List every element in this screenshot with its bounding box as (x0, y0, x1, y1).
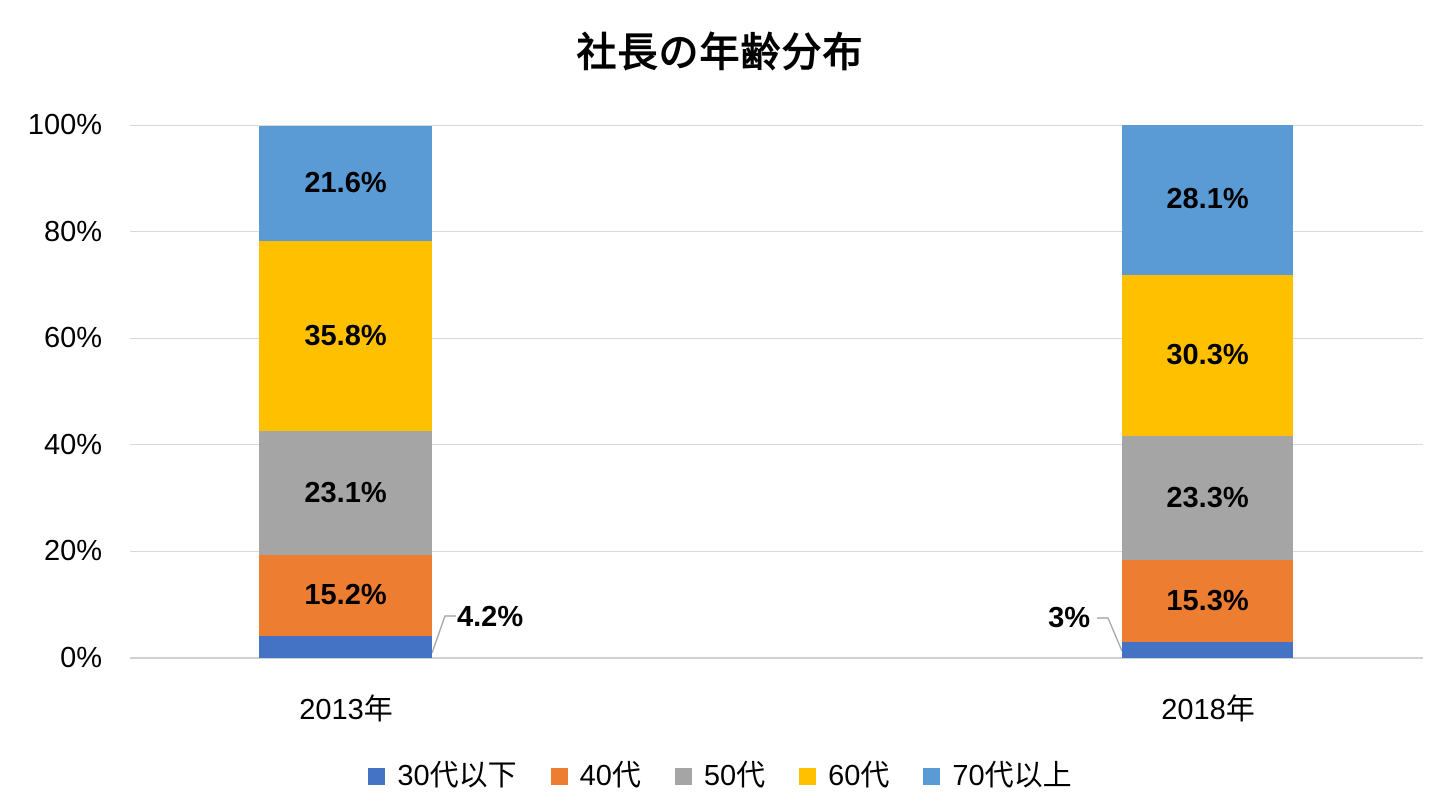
stacked-bar-2013年: 21.6% 35.8% 23.1% 15.2% (259, 125, 432, 658)
y-axis-tick-label: 40% (43, 428, 102, 461)
chart-title: 社長の年齢分布 (576, 31, 864, 75)
bar-segment-40代: 15.3% (1122, 560, 1293, 642)
data-label: 15.2% (304, 578, 387, 611)
gridline (130, 231, 1423, 233)
data-label-outside-2018: 3% (1048, 602, 1090, 634)
bar-segment-60代: 30.3% (1122, 274, 1293, 437)
bar-segment-40代: 15.2% (259, 554, 432, 636)
data-label: 35.8% (304, 319, 387, 352)
bar-segment-30代以下 (1122, 641, 1293, 658)
legend-label: 50代 (703, 760, 766, 792)
legend-swatch-icon (368, 767, 386, 785)
data-label: 21.6% (304, 166, 387, 199)
leader-line-2018 (1097, 617, 1123, 652)
legend-item-40代: 40代 (550, 760, 641, 792)
legend-label: 60代 (828, 760, 890, 792)
legend-swatch-icon (550, 767, 568, 785)
legend-swatch-icon (674, 767, 692, 785)
data-label: 30.3% (1166, 339, 1249, 371)
legend-label: 40代 (579, 760, 641, 792)
y-axis-tick-label: 20% (43, 535, 102, 568)
legend-label: 70代以上 (952, 760, 1072, 792)
gridline (130, 337, 1423, 339)
y-axis-tick-label: 100% (27, 109, 102, 141)
stacked-bar-2018年: 28.1% 30.3% 23.3% 15.3% (1122, 125, 1293, 658)
bar-segment-70代以上: 21.6% (259, 125, 432, 241)
bar-segment-50代: 23.3% (1122, 436, 1293, 561)
legend-item-50代: 50代 (674, 760, 766, 792)
leader-line-2013 (431, 615, 456, 654)
y-axis-tick-label: 60% (43, 322, 102, 355)
y-axis-tick-label: 0% (60, 642, 102, 674)
legend-label: 30代以下 (397, 760, 517, 792)
gridline (130, 550, 1423, 552)
bar-segment-70代以上: 28.1% (1122, 125, 1293, 275)
data-label: 23.1% (304, 476, 387, 509)
data-label: 28.1% (1166, 183, 1249, 216)
bar-segment-30代以下 (259, 635, 432, 658)
data-label: 15.3% (1166, 584, 1249, 617)
x-axis-line (130, 657, 1423, 659)
bar-segment-50代: 23.1% (259, 431, 432, 555)
bar-segment-60代: 35.8% (259, 240, 432, 432)
legend: 30代以下 40代 50代 60代 70代以上 (0, 758, 1440, 794)
legend-swatch-icon (923, 767, 941, 785)
y-axis-tick-label: 80% (43, 215, 102, 248)
x-axis-label-2018: 2018年 (1161, 694, 1255, 726)
legend-item-60代: 60代 (799, 761, 889, 791)
gridline (130, 444, 1423, 446)
gridline (130, 124, 1423, 126)
x-axis-label-2013: 2013年 (299, 694, 393, 726)
legend-item-30代以下: 30代以下 (368, 760, 517, 792)
data-label-outside-2013: 4.2% (457, 601, 524, 633)
data-label: 23.3% (1166, 481, 1249, 514)
legend-swatch-icon (799, 767, 817, 785)
legend-item-70代以上: 70代以上 (923, 760, 1072, 792)
